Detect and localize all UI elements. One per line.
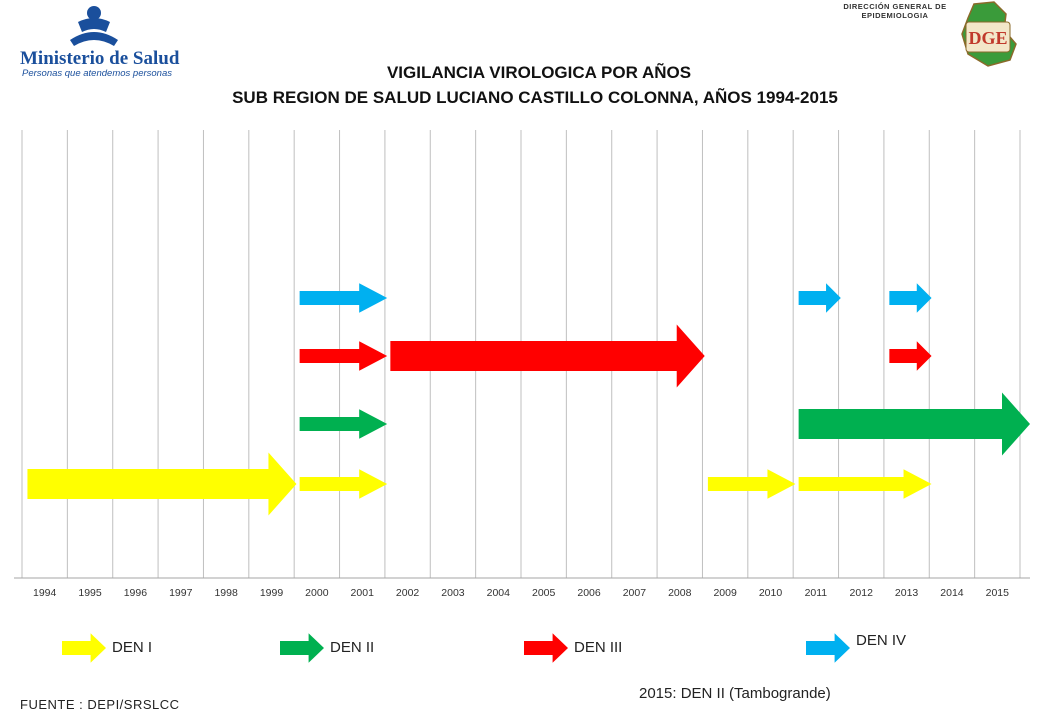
legend-label: DEN I [112,639,153,656]
person-emblem-icon [70,6,118,46]
x-tick-label: 2010 [759,587,783,599]
legend-arrow-icon [806,633,850,663]
legend-arrow-icon [280,633,324,663]
ministerio-de-salud-logo: Ministerio de Salud Personas que atendem… [20,4,180,80]
chart-title: VIGILANCIA VIROLOGICA POR AÑOS [386,63,692,82]
chart-source: FUENTE : DEPI/SRSLCC [20,697,180,712]
x-tick-label: 2014 [940,587,964,599]
chart-legend-icons [62,633,850,663]
chart-grid [14,130,1030,579]
dge-caption: DIRECCIÓN GENERAL DE EPIDEMIOLOGIA [843,2,947,20]
x-tick-label: 1996 [124,587,148,599]
logo-tagline: Personas que atendemos personas [22,68,172,79]
x-tick-label: 1998 [214,587,238,599]
x-tick-label: 2013 [895,587,919,599]
x-tick-label: 2004 [487,587,511,599]
x-tick-label: 2005 [532,587,556,599]
x-tick-label: 1995 [78,587,102,599]
arrow-den-ii [299,409,388,439]
x-tick-label: 2000 [305,587,329,599]
x-tick-label: 2015 [986,587,1010,599]
arrow-den-i [299,469,388,499]
x-tick-label: 2003 [441,587,465,599]
legend-label: DEN III [574,639,623,656]
x-tick-label: 1999 [260,587,284,599]
arrow-den-i [707,469,796,499]
chart-subtitle: SUB REGION DE SALUD LUCIANO CASTILLO COL… [232,88,838,107]
x-tick-label: 2006 [577,587,601,599]
x-tick-label: 2008 [668,587,692,599]
legend-arrow-icon [524,633,568,663]
arrow-den-iv [299,283,388,313]
legend-arrow-icon [62,633,106,663]
arrow-den-iii [889,341,932,371]
dge-mark: DGE [968,28,1007,48]
x-tick-label: 1994 [33,587,57,599]
x-tick-label: 2011 [805,587,828,599]
logo-name: Ministerio de Salud [20,48,180,69]
x-tick-label: 2007 [623,587,647,599]
arrow-den-i [798,469,932,499]
x-tick-label: 2002 [396,587,420,599]
chart-arrows [27,283,1030,516]
arrow-den-i [27,452,297,516]
x-tick-label: 1997 [169,587,193,599]
arrow-den-ii [798,392,1030,456]
chart-annotation: 2015: DEN II (Tambogrande) [639,685,831,702]
legend-label: DEN IV [856,632,907,649]
arrow-den-iii [299,341,388,371]
legend-label: DEN II [330,639,375,656]
dge-logo: DGE [954,0,1024,70]
arrow-den-iv [889,283,932,313]
x-tick-label: 2009 [713,587,737,599]
x-tick-label: 2001 [351,587,375,599]
arrow-den-iv [798,283,841,313]
x-tick-label: 2012 [850,587,874,599]
arrow-den-iii [390,324,705,388]
chart-tick-labels: 1994 1995 1996 1997 1998 1999 2000 2001 2002 2003… [33,587,1009,599]
